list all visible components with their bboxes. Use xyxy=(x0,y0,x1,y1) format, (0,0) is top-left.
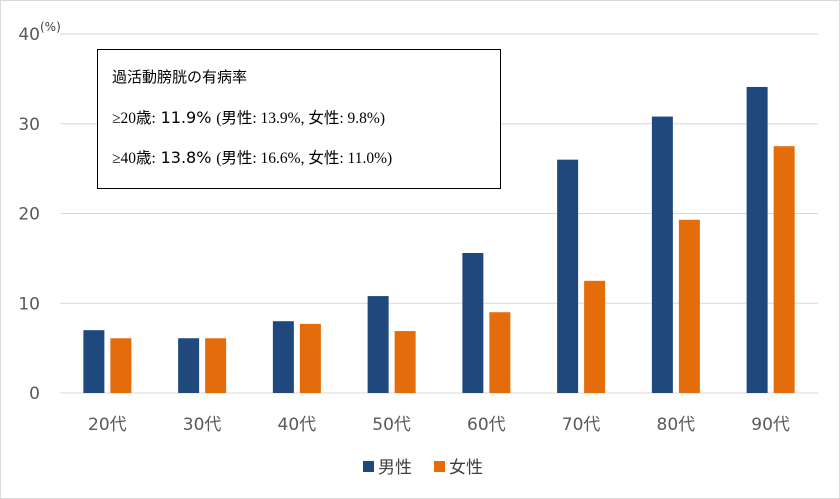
bar-female-20代 xyxy=(110,338,132,393)
y-tick-label: 40 xyxy=(18,25,40,45)
x-tick-label: 50代 xyxy=(372,415,411,435)
annotation-row-40-group: ≥40歳: xyxy=(112,150,156,167)
x-tick-label: 90代 xyxy=(751,415,790,435)
bar-female-50代 xyxy=(394,331,416,393)
y-axis-unit-label: (%) xyxy=(40,20,61,34)
bar-female-70代 xyxy=(584,280,606,393)
legend: 男性 女性 xyxy=(363,458,483,478)
bars xyxy=(83,86,795,393)
y-tick-label: 10 xyxy=(18,294,40,314)
x-tick-label: 80代 xyxy=(657,415,696,435)
y-tick-label: 30 xyxy=(18,115,40,135)
annotation-row-20-group: ≥20歳: xyxy=(112,110,156,127)
x-tick-label: 70代 xyxy=(562,415,601,435)
x-axis-ticks: 20代 30代 40代 50代 60代 70代 80代 90代 xyxy=(88,415,790,435)
legend-label-female: 女性 xyxy=(449,458,483,478)
annotation-row-20-detail: (男性: 13.9%, 女性: 9.8%) xyxy=(216,110,385,127)
bar-male-30代 xyxy=(178,338,200,393)
x-tick-label: 40代 xyxy=(278,415,317,435)
legend-label-male: 男性 xyxy=(378,458,412,478)
bar-male-40代 xyxy=(272,321,294,393)
annotation-row-40-overall: 13.8% xyxy=(160,148,212,167)
x-tick-label: 20代 xyxy=(88,415,127,435)
legend-swatch-male xyxy=(363,461,374,472)
bar-male-90代 xyxy=(746,86,768,393)
bar-male-20代 xyxy=(83,330,105,393)
x-tick-label: 30代 xyxy=(183,415,222,435)
bar-male-70代 xyxy=(557,159,579,393)
bar-female-40代 xyxy=(299,323,321,393)
bar-female-30代 xyxy=(205,338,227,393)
bar-male-60代 xyxy=(462,252,484,393)
bar-female-90代 xyxy=(773,146,795,393)
y-tick-label: 20 xyxy=(18,205,40,225)
annotation-row-40-detail: (男性: 16.6%, 女性: 11.0%) xyxy=(216,150,393,167)
annotation-row-20-overall: 11.9% xyxy=(160,108,212,127)
bar-male-50代 xyxy=(367,296,389,393)
legend-swatch-female xyxy=(434,461,445,472)
bar-female-80代 xyxy=(678,219,700,393)
annotation-title: 過活動膀胱の有病率 xyxy=(112,68,248,86)
x-tick-label: 60代 xyxy=(467,415,506,435)
bar-male-80代 xyxy=(651,116,673,393)
annotation-row-20: ≥20歳: 11.9% (男性: 13.9%, 女性: 9.8%) xyxy=(112,106,385,128)
bar-female-60代 xyxy=(489,312,511,393)
y-axis-ticks: 0 10 20 30 40 xyxy=(18,25,40,404)
y-tick-label: 0 xyxy=(29,384,40,404)
annotation-row-40: ≥40歳: 13.8% (男性: 16.6%, 女性: 11.0%) xyxy=(112,146,392,168)
prevalence-annotation-box: 過活動膀胱の有病率 ≥20歳: 11.9% (男性: 13.9%, 女性: 9.… xyxy=(97,49,501,189)
